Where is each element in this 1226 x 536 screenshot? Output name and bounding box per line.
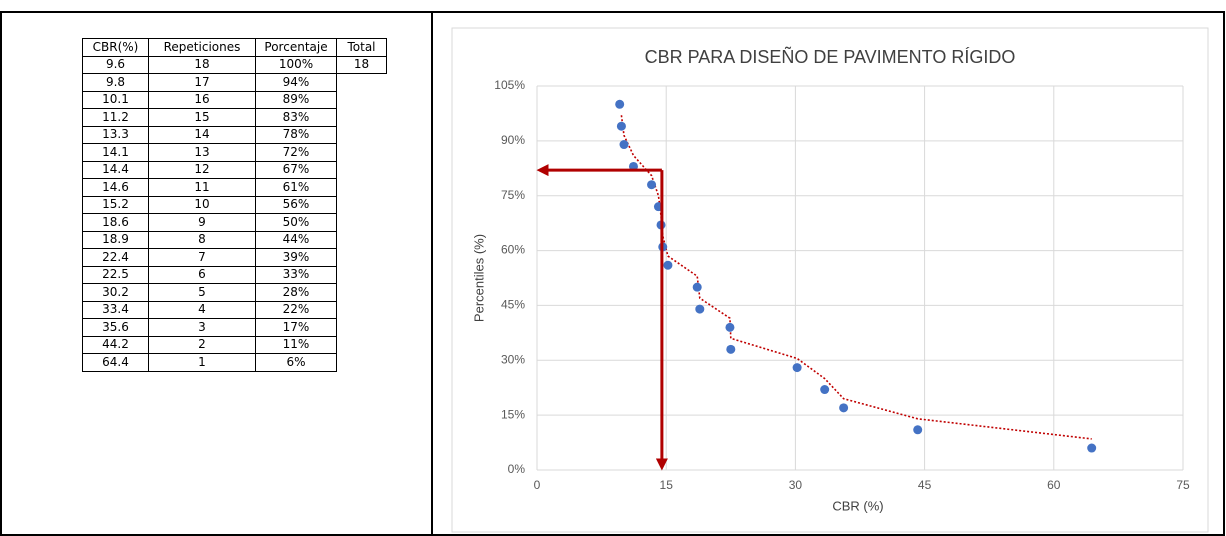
- x-tick-label: 15: [660, 478, 674, 492]
- x-tick-label: 30: [789, 478, 803, 492]
- table-cell: 33.4: [82, 300, 149, 319]
- table-cell: 72%: [255, 143, 337, 162]
- y-tick-label: 75%: [501, 188, 525, 202]
- table-cell: 64.4: [82, 353, 149, 372]
- point: [647, 180, 657, 190]
- y-tick-label: 60%: [501, 243, 525, 257]
- table-cell: 44.2: [82, 335, 149, 354]
- table-cell: 6%: [255, 353, 337, 372]
- table-cell: 11%: [255, 335, 337, 354]
- trendline: [620, 115, 1092, 440]
- x-tick-label: 45: [918, 478, 932, 492]
- table-row: 14.1 13 72%: [82, 143, 387, 162]
- point: [619, 140, 629, 150]
- table-cell: 14.6: [82, 178, 149, 197]
- table-row: 14.6 11 61%: [82, 178, 387, 197]
- table-cell: 50%: [255, 213, 337, 232]
- table-cell: 14: [148, 125, 256, 144]
- table-cell: 15: [148, 108, 256, 127]
- x-tick-label: 0: [534, 478, 541, 492]
- y-tick-label: 0%: [508, 462, 526, 476]
- point: [725, 322, 735, 332]
- point: [913, 425, 923, 435]
- x-axis-label: CBR (%): [832, 498, 883, 513]
- table-cell: CBR(%): [82, 38, 149, 57]
- table-row: 44.2 2 11%: [82, 335, 387, 354]
- table-cell: 100%: [255, 55, 337, 74]
- point: [616, 121, 626, 131]
- point: [820, 385, 830, 395]
- table-cell: 11: [148, 178, 256, 197]
- chart-area: [451, 27, 1209, 533]
- table-cell: 18: [336, 55, 387, 74]
- outer-border: [0, 11, 1225, 536]
- y-tick-label: 15%: [501, 407, 525, 421]
- point: [615, 99, 625, 109]
- table-cell: 15.2: [82, 195, 149, 214]
- chart-title: CBR PARA DISEÑO DE PAVIMENTO RÍGIDO: [645, 46, 1016, 67]
- point: [726, 344, 736, 354]
- point: [663, 260, 673, 270]
- point: [695, 304, 705, 314]
- x-tick-label: 60: [1047, 478, 1061, 492]
- table-cell: 13: [148, 143, 256, 162]
- table-row: 64.4 1 6%: [82, 353, 387, 372]
- table-cell: 18.6: [82, 213, 149, 232]
- y-tick-label: 105%: [494, 78, 525, 92]
- table-cell: 14.1: [82, 143, 149, 162]
- y-axis-label: Percentiles (%): [471, 234, 486, 322]
- x-tick-label: 75: [1176, 478, 1190, 492]
- table-row: CBR(%) Repeticiones Porcentaje Total: [82, 38, 387, 57]
- table-cell: 33%: [255, 265, 337, 284]
- point: [692, 282, 702, 292]
- table-row: 13.3 14 78%: [82, 125, 387, 144]
- table-cell: 14.4: [82, 160, 149, 179]
- table-cell: Repeticiones: [148, 38, 256, 57]
- point: [1087, 443, 1097, 453]
- table-cell: 61%: [255, 178, 337, 197]
- y-tick-label: 45%: [501, 298, 525, 312]
- point: [792, 363, 802, 373]
- table-row: 33.4 4 22%: [82, 300, 387, 319]
- data-table: CBR(%) Repeticiones Porcentaje Total 9.6 18 10…: [82, 38, 387, 372]
- table-row: 9.6 18 100% 18: [82, 55, 387, 74]
- table-cell: 30.2: [82, 283, 149, 302]
- y-tick-label: 90%: [501, 133, 525, 147]
- table-row: 15.2 10 56%: [82, 195, 387, 214]
- point: [839, 403, 849, 413]
- y-tick-label: 30%: [501, 352, 525, 366]
- table-cell: 22.5: [82, 265, 149, 284]
- table-row: 11.2 15 83%: [82, 108, 387, 127]
